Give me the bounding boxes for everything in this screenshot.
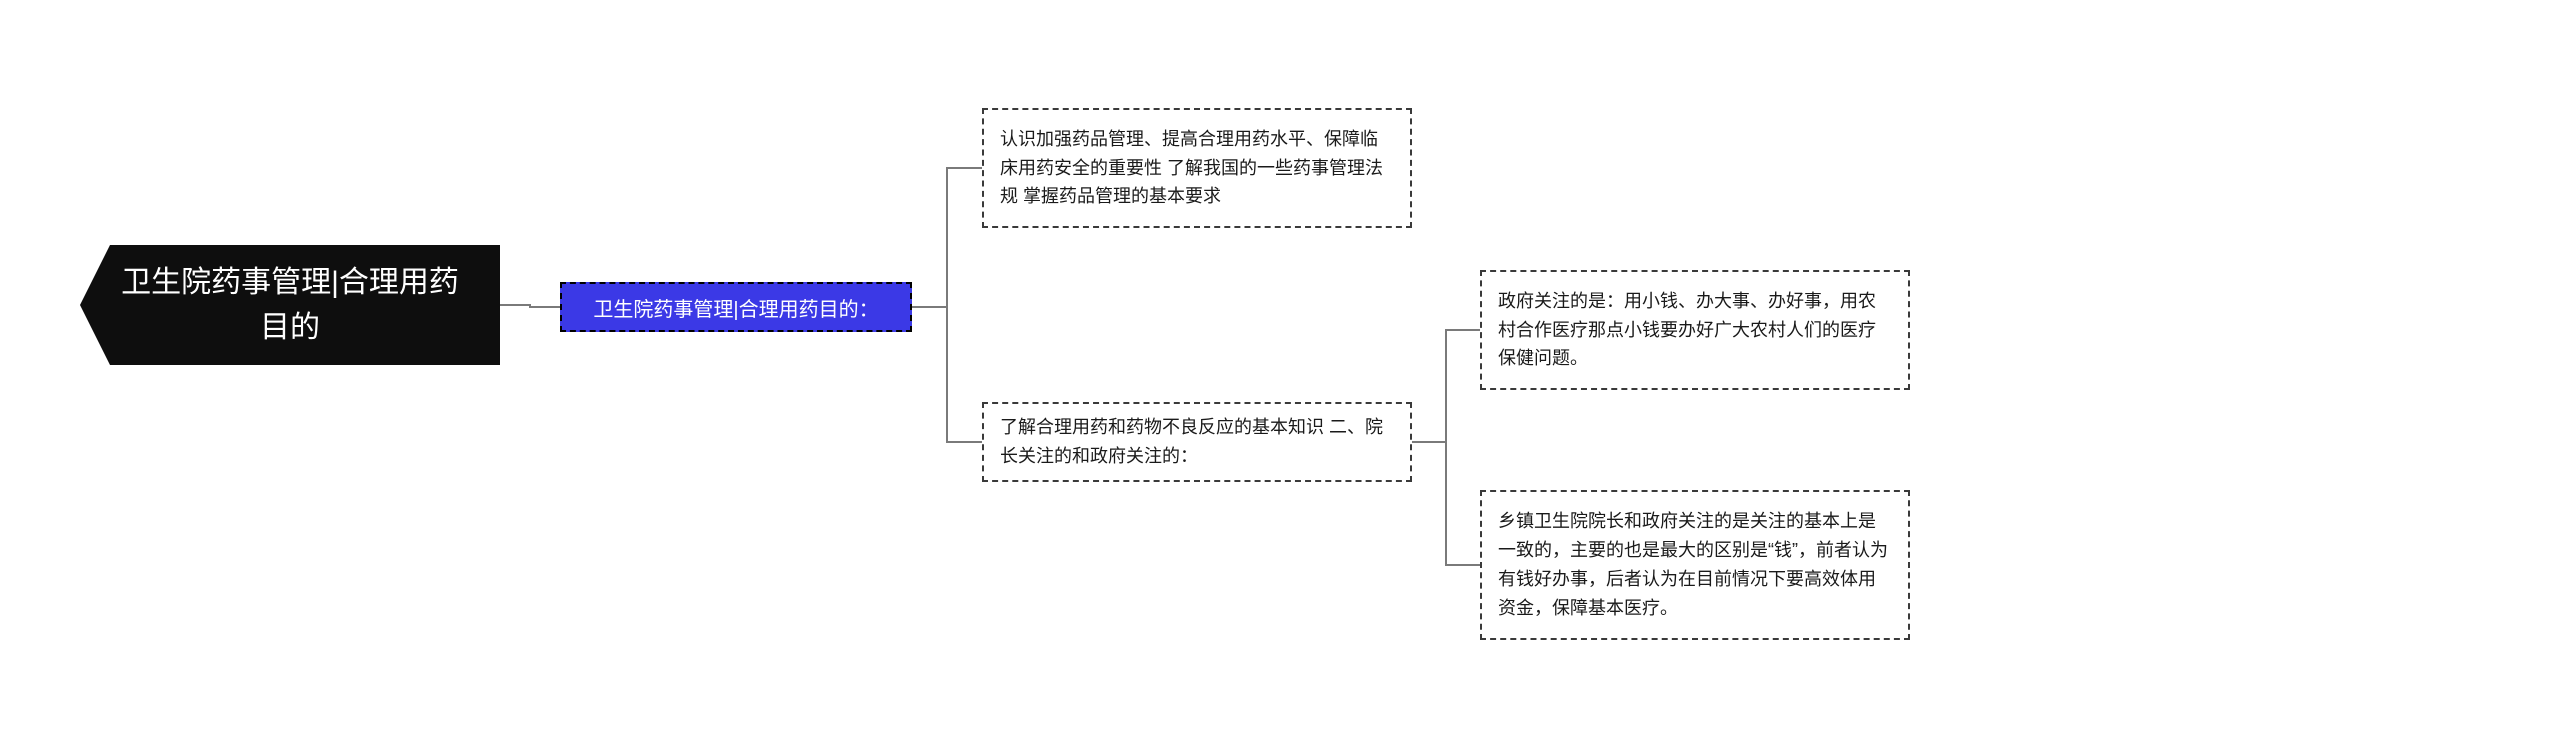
level1-label: 卫生院药事管理|合理用药目的： [593,293,878,322]
root-label: 卫生院药事管理|合理用药目的 [110,260,470,350]
mindmap-child-node-1: 认识加强药品管理、提高合理用药水平、保障临床用药安全的重要性 了解我国的一些药事… [982,108,1412,228]
mindmap-grandchild-node-1: 政府关注的是：用小钱、办大事、办好事，用农村合作医疗那点小钱要办好广大农村人们的… [1480,270,1910,390]
connector-line [912,168,982,307]
mindmap-child-node-2: 了解合理用药和药物不良反应的基本知识 二、院长关注的和政府关注的： [982,402,1412,482]
grand2-label: 乡镇卫生院院长和政府关注的是关注的基本上是一致的，主要的也是最大的区别是“钱”，… [1498,507,1892,622]
mindmap-root-node: 卫生院药事管理|合理用药目的 [80,245,500,365]
connector-line [1412,330,1480,442]
mindmap-grandchild-node-2: 乡镇卫生院院长和政府关注的是关注的基本上是一致的，主要的也是最大的区别是“钱”，… [1480,490,1910,640]
grand1-label: 政府关注的是：用小钱、办大事、办好事，用农村合作医疗那点小钱要办好广大农村人们的… [1498,287,1892,373]
connector-line [1412,442,1480,565]
mindmap-level1-node: 卫生院药事管理|合理用药目的： [560,282,912,332]
connector-line [912,307,982,442]
child2-label: 了解合理用药和药物不良反应的基本知识 二、院长关注的和政府关注的： [1000,413,1394,471]
child1-label: 认识加强药品管理、提高合理用药水平、保障临床用药安全的重要性 了解我国的一些药事… [1000,125,1394,211]
connector-line [500,305,560,307]
